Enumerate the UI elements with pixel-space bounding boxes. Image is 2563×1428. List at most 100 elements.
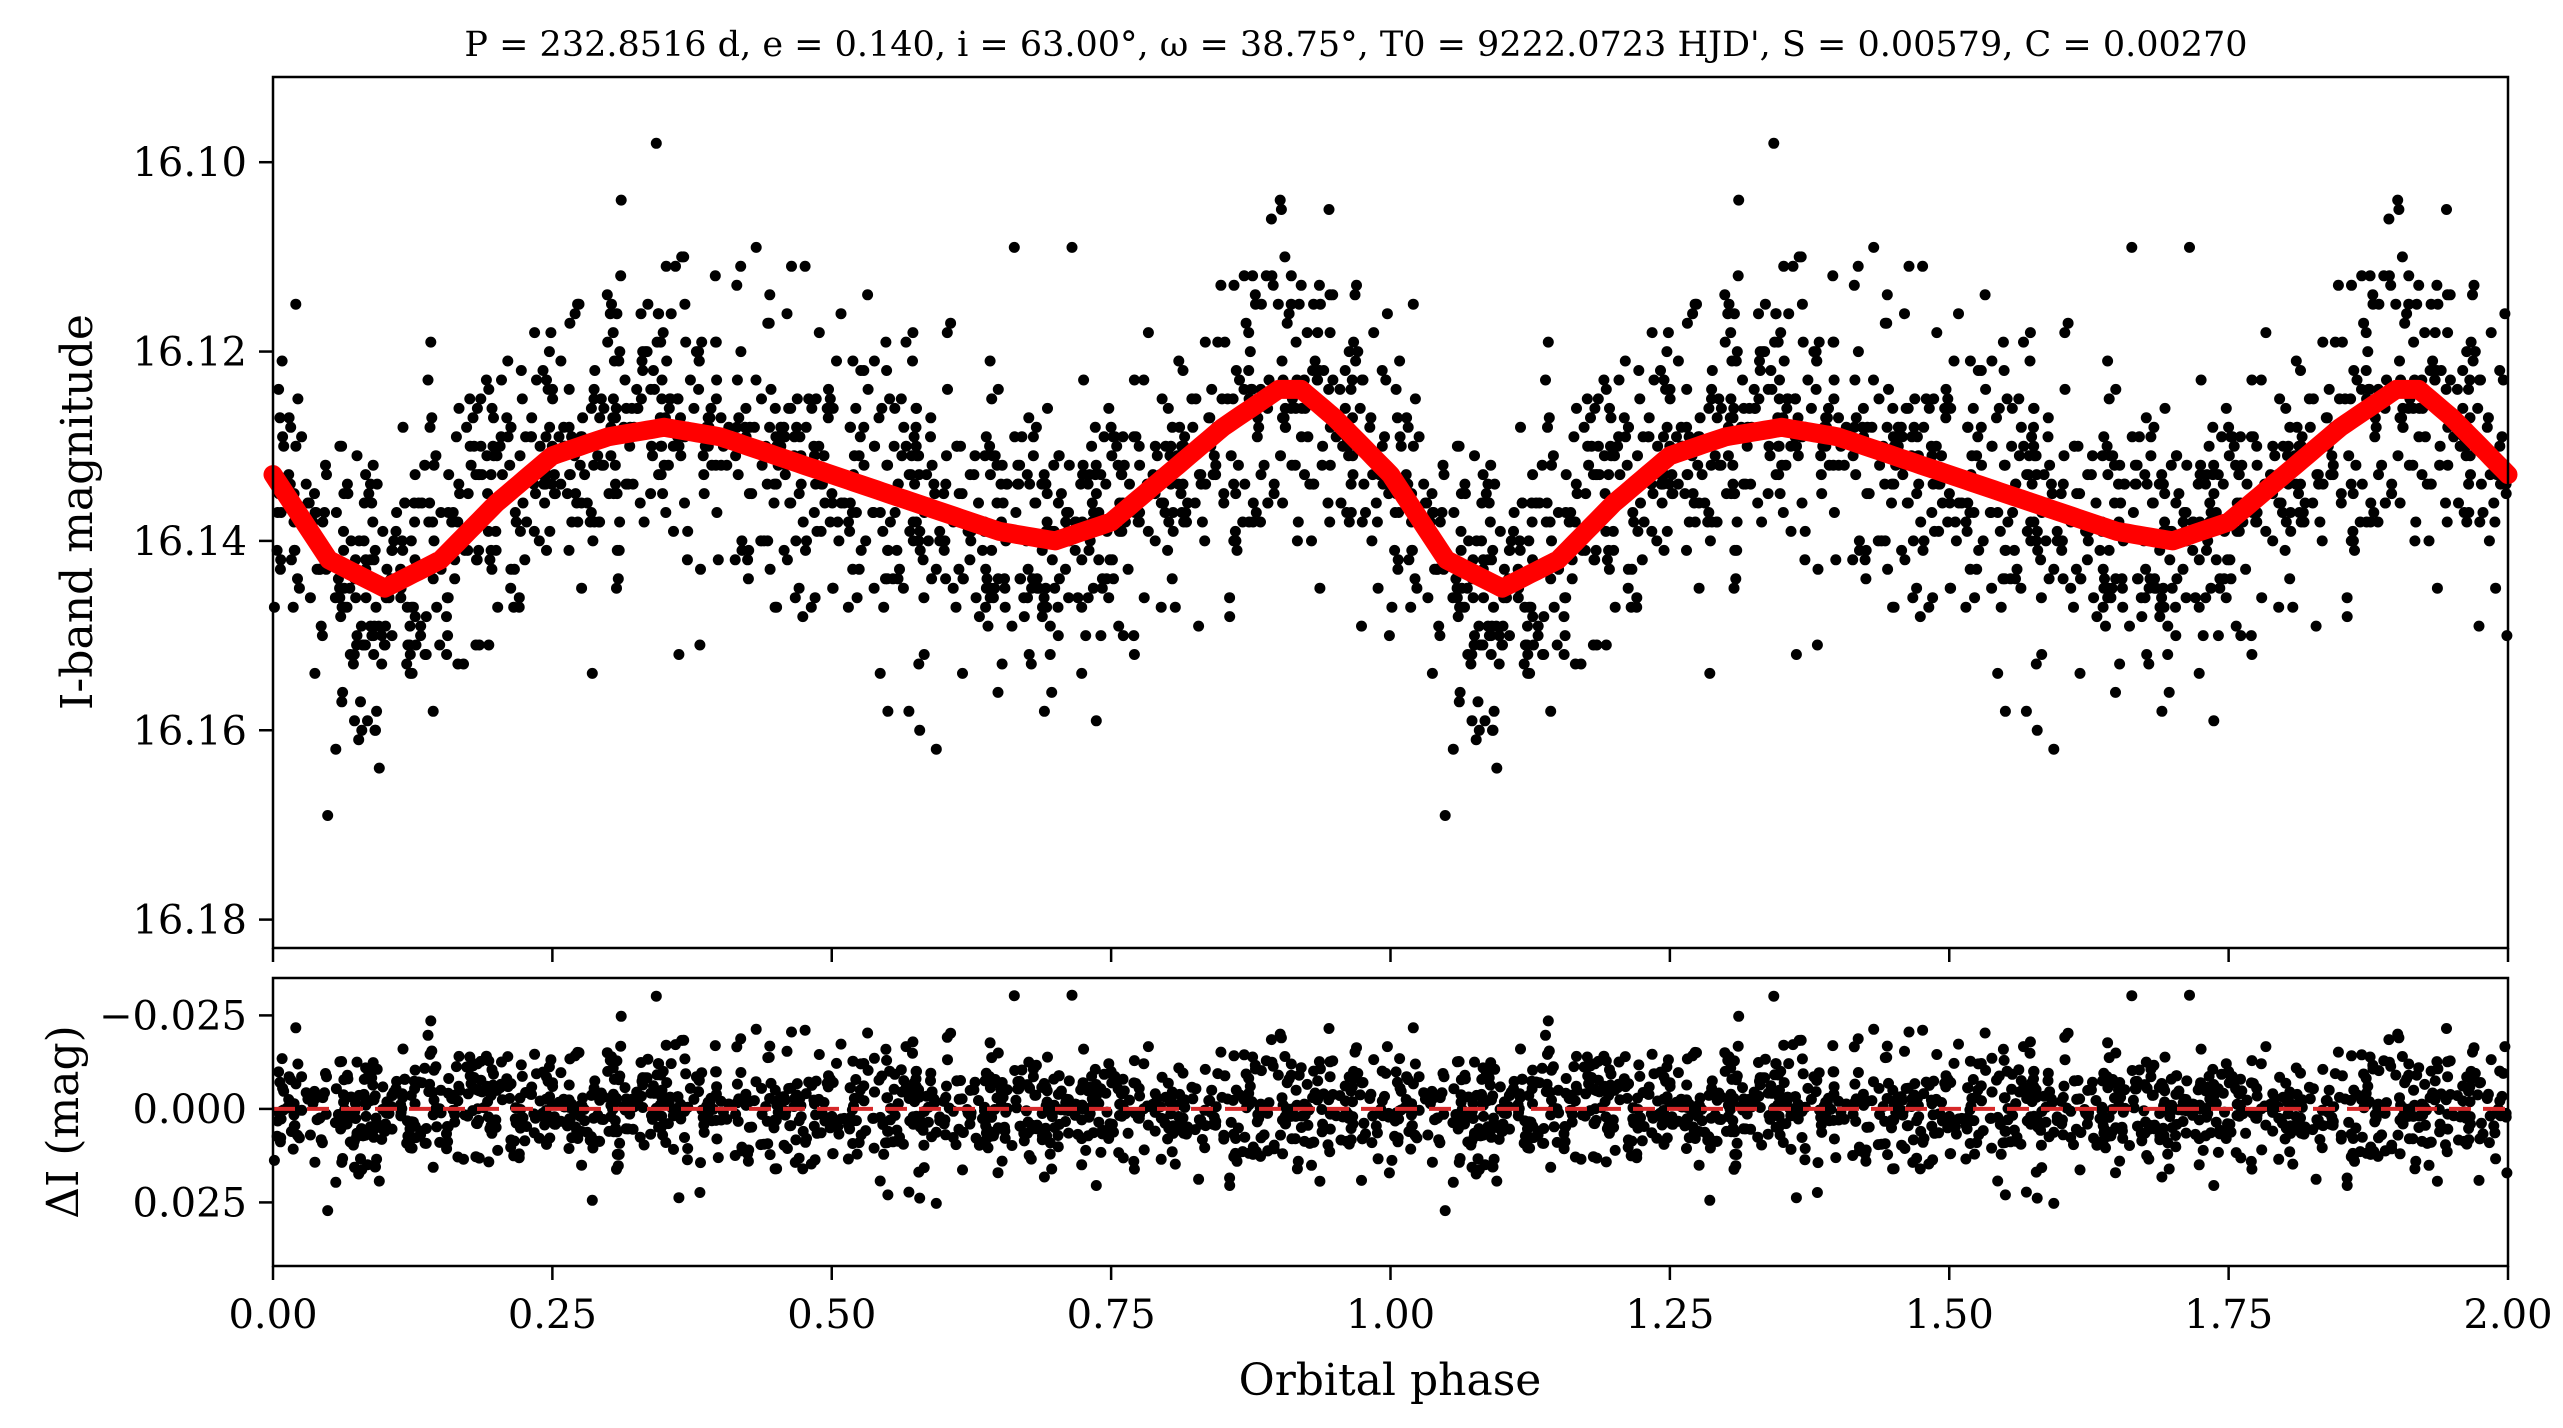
observation-point <box>420 611 432 623</box>
observation-point <box>868 507 880 518</box>
observation-point <box>1285 298 1297 310</box>
observation-point <box>1452 611 1464 623</box>
observation-point <box>1317 440 1329 452</box>
observation-point <box>1041 516 1053 528</box>
observation-point <box>1548 601 1560 613</box>
observation-point <box>2461 346 2473 358</box>
observation-point <box>1598 374 1610 386</box>
residual-point <box>1407 1022 1419 1034</box>
observation-point <box>1976 459 1987 471</box>
observation-point <box>942 383 953 395</box>
observation-point <box>1360 507 1371 518</box>
observation-point <box>1394 355 1406 367</box>
residual-point <box>941 1080 952 1092</box>
observation-point <box>1580 488 1592 500</box>
observation-point <box>1251 431 1263 443</box>
observation-point <box>1272 298 1284 310</box>
residual-point <box>955 1075 966 1086</box>
residual-point <box>505 1141 517 1153</box>
observation-point <box>1652 440 1664 452</box>
observation-point <box>2102 469 2114 481</box>
observation-point <box>396 535 408 547</box>
observation-point <box>1031 582 1043 594</box>
observation-point <box>373 762 385 774</box>
observation-point <box>1454 686 1466 698</box>
residual-point <box>1783 1058 1795 1070</box>
residual-point <box>679 1053 691 1065</box>
observation-point <box>1055 488 1067 500</box>
residual-point <box>1512 1110 1524 1122</box>
observation-point <box>635 308 647 320</box>
observation-point <box>1681 469 1693 481</box>
residual-point <box>1810 1086 1822 1098</box>
observation-point <box>809 592 821 604</box>
residual-point <box>1847 1150 1859 1161</box>
residual-point <box>1243 1072 1255 1084</box>
observation-point <box>464 440 476 452</box>
observation-point <box>555 355 567 367</box>
observation-point <box>274 563 286 575</box>
residual-point <box>2208 1180 2220 1191</box>
observation-point <box>1658 374 1670 386</box>
residual-point <box>1275 1129 1286 1141</box>
observation-point <box>1447 743 1459 755</box>
observation-point <box>1268 478 1280 490</box>
observation-point <box>855 544 867 556</box>
residual-point <box>764 1149 776 1161</box>
observation-point <box>742 573 754 585</box>
residual-point <box>785 1082 797 1094</box>
observation-point <box>2166 582 2178 594</box>
residual-point <box>764 1040 776 1052</box>
observation-point <box>1134 459 1146 471</box>
residual-point <box>2394 1148 2406 1160</box>
observation-point <box>1063 592 1075 604</box>
observation-point <box>1187 421 1199 433</box>
observation-point <box>1151 450 1163 462</box>
observation-point <box>682 525 694 537</box>
observation-point <box>900 440 912 452</box>
observation-point <box>956 488 968 500</box>
residual-point <box>1883 1077 1894 1089</box>
observation-point <box>1713 393 1725 405</box>
residual-point <box>635 1090 647 1102</box>
observation-point <box>1316 459 1328 471</box>
observation-point <box>2316 535 2328 547</box>
observation-point <box>1438 469 1450 481</box>
observation-point <box>2335 497 2347 509</box>
observation-point <box>1313 279 1325 291</box>
observation-point <box>472 469 484 481</box>
observation-point <box>2100 620 2111 632</box>
residual-point <box>1873 1082 1885 1094</box>
observation-point <box>1455 525 1467 537</box>
observation-point <box>2246 649 2258 660</box>
observation-point <box>1337 440 1349 452</box>
observation-point <box>368 620 380 632</box>
residual-point <box>735 1033 747 1045</box>
residual-point <box>367 1057 379 1069</box>
residual-point <box>1515 1043 1526 1055</box>
observation-point <box>1207 469 1219 481</box>
observation-point <box>710 336 722 348</box>
residual-point <box>1902 1082 1914 1094</box>
residual-point <box>2378 1055 2390 1067</box>
observation-point <box>1018 611 1030 623</box>
observation-point <box>1504 630 1515 642</box>
residual-point <box>480 1050 492 1062</box>
residual-point <box>2087 1076 2098 1088</box>
residual-point <box>2136 1135 2148 1147</box>
observation-point <box>1559 630 1571 642</box>
residual-point <box>484 1123 496 1135</box>
observation-point <box>529 327 541 339</box>
observation-point <box>945 317 957 329</box>
residual-point <box>1833 1095 1844 1107</box>
observation-point <box>1352 346 1364 358</box>
observation-point <box>1196 516 1208 528</box>
observation-point <box>646 440 657 452</box>
observation-point <box>1142 525 1154 537</box>
observation-point <box>645 488 657 500</box>
observation-point <box>1592 393 1604 405</box>
observation-point <box>2326 450 2338 462</box>
residual-point <box>1372 1153 1384 1165</box>
observation-point <box>881 573 893 585</box>
